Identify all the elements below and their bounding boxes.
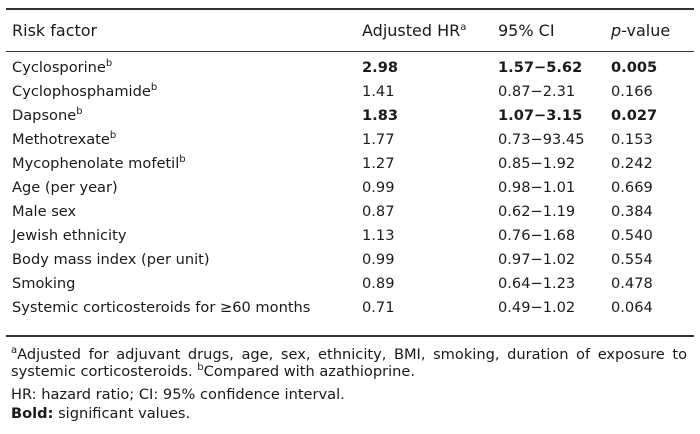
header-hr-footnote-marker: a (460, 22, 467, 33)
table-row: Dapsoneb 1.83 1.07−3.15 0.027 (0, 104, 700, 128)
hr-cell: 1.41 (362, 83, 395, 100)
p-value-cell: 0.064 (611, 299, 653, 316)
risk-factor-cell: Jewish ethnicity (12, 227, 127, 244)
hr-cell: 1.83 (362, 107, 399, 124)
risk-factor-cell: Body mass index (per unit) (12, 251, 210, 268)
table-header-rule (6, 51, 694, 52)
ci-cell: 0.97−1.02 (498, 251, 576, 268)
header-p-value: p-value (611, 21, 671, 40)
footnote-b-marker: b (76, 106, 83, 117)
risk-factor-cell: Methotrexateb (12, 130, 117, 149)
hr-cell: 0.87 (362, 203, 395, 220)
table-row: Smoking 0.89 0.64−1.23 0.478 (0, 272, 700, 296)
p-value-cell: 0.384 (611, 203, 653, 220)
p-value-cell: 0.554 (611, 251, 653, 268)
p-value-cell: 0.540 (611, 227, 653, 244)
p-value-cell: 0.005 (611, 59, 658, 76)
ci-cell: 0.85−1.92 (498, 155, 576, 172)
table-row: Methotrexateb 1.77 0.73−93.45 0.153 (0, 128, 700, 152)
footnote-b-marker: b (179, 154, 186, 165)
risk-factor-cell: Mycophenolate mofetilb (12, 154, 186, 173)
footnote-b-marker: b (105, 58, 113, 69)
hr-cell: 0.99 (362, 251, 395, 268)
risk-factor-cell: Cyclophosphamideb (12, 82, 158, 101)
footnote-adjustment: aAdjusted for adjuvant drugs, age, sex, … (11, 345, 687, 381)
p-value-cell: 0.242 (611, 155, 653, 172)
ci-cell: 1.57−5.62 (498, 59, 583, 76)
ci-cell: 0.98−1.01 (498, 179, 576, 196)
hr-cell: 0.71 (362, 299, 395, 316)
hr-cell: 1.77 (362, 131, 395, 148)
footnote-b-marker: b (197, 362, 204, 373)
table-top-rule (6, 8, 694, 10)
header-ci: 95% CI (498, 21, 555, 40)
risk-factor-cell: Systemic corticosteroids for ≥60 months (12, 299, 311, 316)
hr-cell: 2.98 (362, 59, 399, 76)
table-row: Cyclophosphamideb 1.41 0.87−2.31 0.166 (0, 80, 700, 104)
table-row: Systemic corticosteroids for ≥60 months 0… (0, 296, 700, 320)
p-value-cell: 0.478 (611, 275, 653, 292)
risk-factor-cell: Dapsoneb (12, 106, 83, 125)
p-value-cell: 0.166 (611, 83, 653, 100)
hr-cell: 0.99 (362, 179, 395, 196)
ci-cell: 0.62−1.19 (498, 203, 576, 220)
risk-factor-cell: Smoking (12, 275, 76, 292)
table-bottom-rule (6, 335, 694, 337)
ci-cell: 0.76−1.68 (498, 227, 576, 244)
table-row: Cyclosporineb 2.98 1.57−5.62 0.005 (0, 56, 700, 80)
ci-cell: 0.49−1.02 (498, 299, 576, 316)
p-value-cell: 0.153 (611, 131, 653, 148)
risk-factor-cell: Male sex (12, 203, 77, 220)
ci-cell: 0.87−2.31 (498, 83, 576, 100)
risk-factor-cell: Age (per year) (12, 179, 118, 196)
p-value-cell: 0.027 (611, 107, 658, 124)
hr-cell: 1.13 (362, 227, 395, 244)
table-row: Age (per year) 0.99 0.98−1.01 0.669 (0, 176, 700, 200)
table-row: Body mass index (per unit) 0.99 0.97−1.02 0… (0, 248, 700, 272)
header-adjusted-hr: Adjusted HRa (362, 21, 467, 40)
ci-cell: 0.64−1.23 (498, 275, 576, 292)
hr-cell: 0.89 (362, 275, 395, 292)
table-row: Jewish ethnicity 1.13 0.76−1.68 0.540 (0, 224, 700, 248)
header-risk-factor: Risk factor (12, 21, 98, 40)
p-value-cell: 0.669 (611, 179, 653, 196)
hr-cell: 1.27 (362, 155, 395, 172)
ci-cell: 1.07−3.15 (498, 107, 583, 124)
footnote-abbreviations: HR: hazard ratio; CI: 95% confidence int… (11, 386, 345, 403)
footnote-b-marker: b (150, 82, 158, 93)
risk-factor-cell: Cyclosporineb (12, 58, 113, 77)
footnote-bold-legend: Bold: significant values. (11, 405, 191, 422)
footnote-b-marker: b (109, 130, 117, 141)
table-row: Mycophenolate mofetilb 1.27 0.85−1.92 0.242 (0, 152, 700, 176)
table-row: Male sex 0.87 0.62−1.19 0.384 (0, 200, 700, 224)
footnote-a-marker: a (11, 345, 18, 356)
ci-cell: 0.73−93.45 (498, 131, 585, 148)
